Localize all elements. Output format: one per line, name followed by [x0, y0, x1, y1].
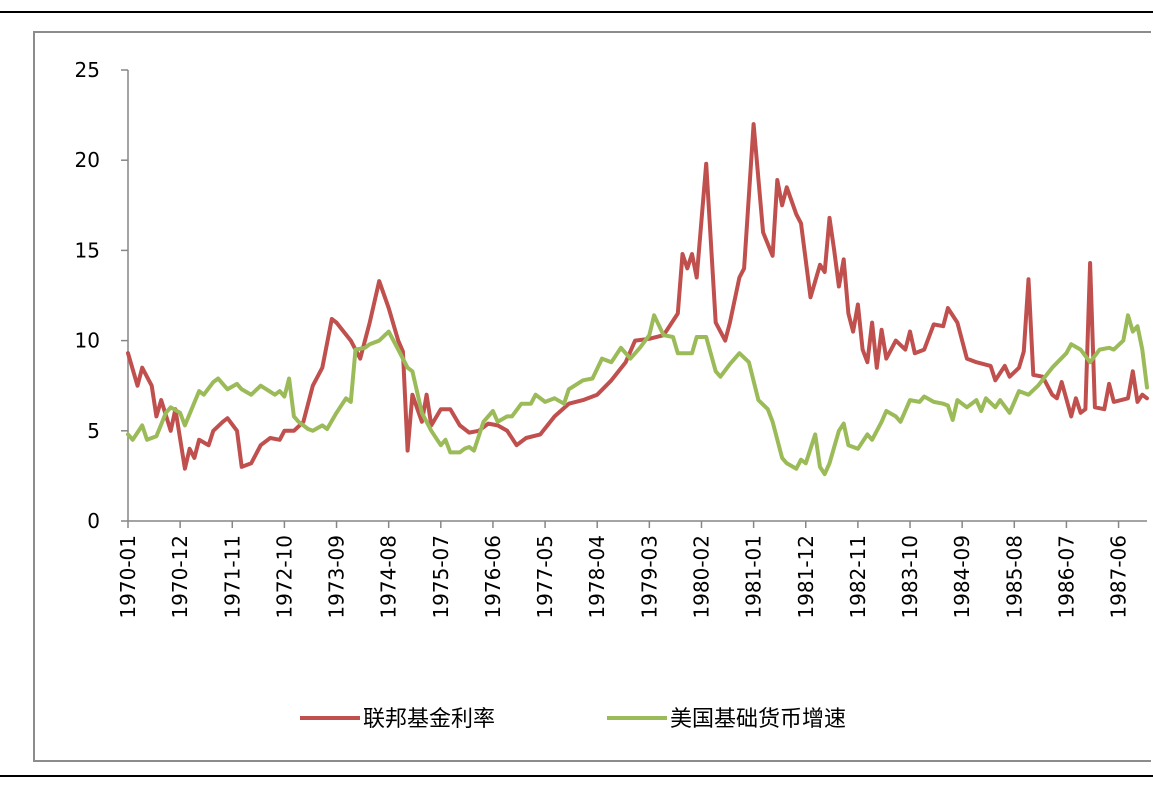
y-tick-label: 15 [75, 238, 100, 262]
x-tick-label: 1970-01 [116, 535, 140, 619]
y-tick-label: 25 [75, 58, 100, 82]
y-tick-label: 0 [87, 509, 100, 533]
x-tick-label: 1984-09 [950, 535, 974, 619]
x-tick-label: 1970-12 [168, 535, 192, 619]
series-line-2 [126, 313, 1149, 477]
series-lines [126, 122, 1149, 477]
legend-label-2: 美国基础货币增速 [670, 707, 846, 732]
x-tick-label: 1981-12 [794, 535, 818, 619]
x-tick-label: 1973-09 [325, 535, 349, 619]
x-tick-label: 1980-02 [689, 535, 713, 619]
y-tick-label: 20 [75, 148, 100, 172]
x-tick-label: 1979-03 [637, 535, 661, 619]
x-tick-label: 1974-08 [377, 535, 401, 619]
x-tick-label: 1971-11 [220, 535, 244, 619]
legend-label-1: 联邦基金利率 [363, 707, 495, 732]
chart-frame [33, 31, 1151, 762]
x-tick-label: 1986-07 [1054, 535, 1078, 619]
y-axis: 0 5 10 15 20 25 [75, 58, 129, 533]
x-tick-label: 1983-10 [898, 535, 922, 619]
x-tick-label: 1982-11 [846, 535, 870, 619]
x-axis: 1970-01 1970-12 1971-11 1972-10 1973-09 1974-… [116, 520, 1147, 619]
x-tick-label: 1981-01 [742, 535, 766, 619]
x-tick-label: 1985-08 [1002, 535, 1026, 619]
x-tick-label: 1976-06 [481, 535, 505, 619]
y-tick-label: 5 [87, 419, 100, 443]
legend: 联邦基金利率 美国基础货币增速 [300, 707, 846, 732]
x-tick-label: 1987-06 [1107, 535, 1131, 619]
y-tick-label: 10 [75, 329, 100, 353]
bottom-rule [0, 775, 1153, 777]
x-tick-label: 1978-04 [585, 535, 609, 619]
x-tick-label: 1977-05 [533, 535, 557, 619]
x-tick-label: 1975-07 [429, 535, 453, 619]
x-tick-label: 1972-10 [272, 535, 296, 619]
series-line-1 [126, 122, 1149, 471]
top-rule [0, 11, 1153, 13]
